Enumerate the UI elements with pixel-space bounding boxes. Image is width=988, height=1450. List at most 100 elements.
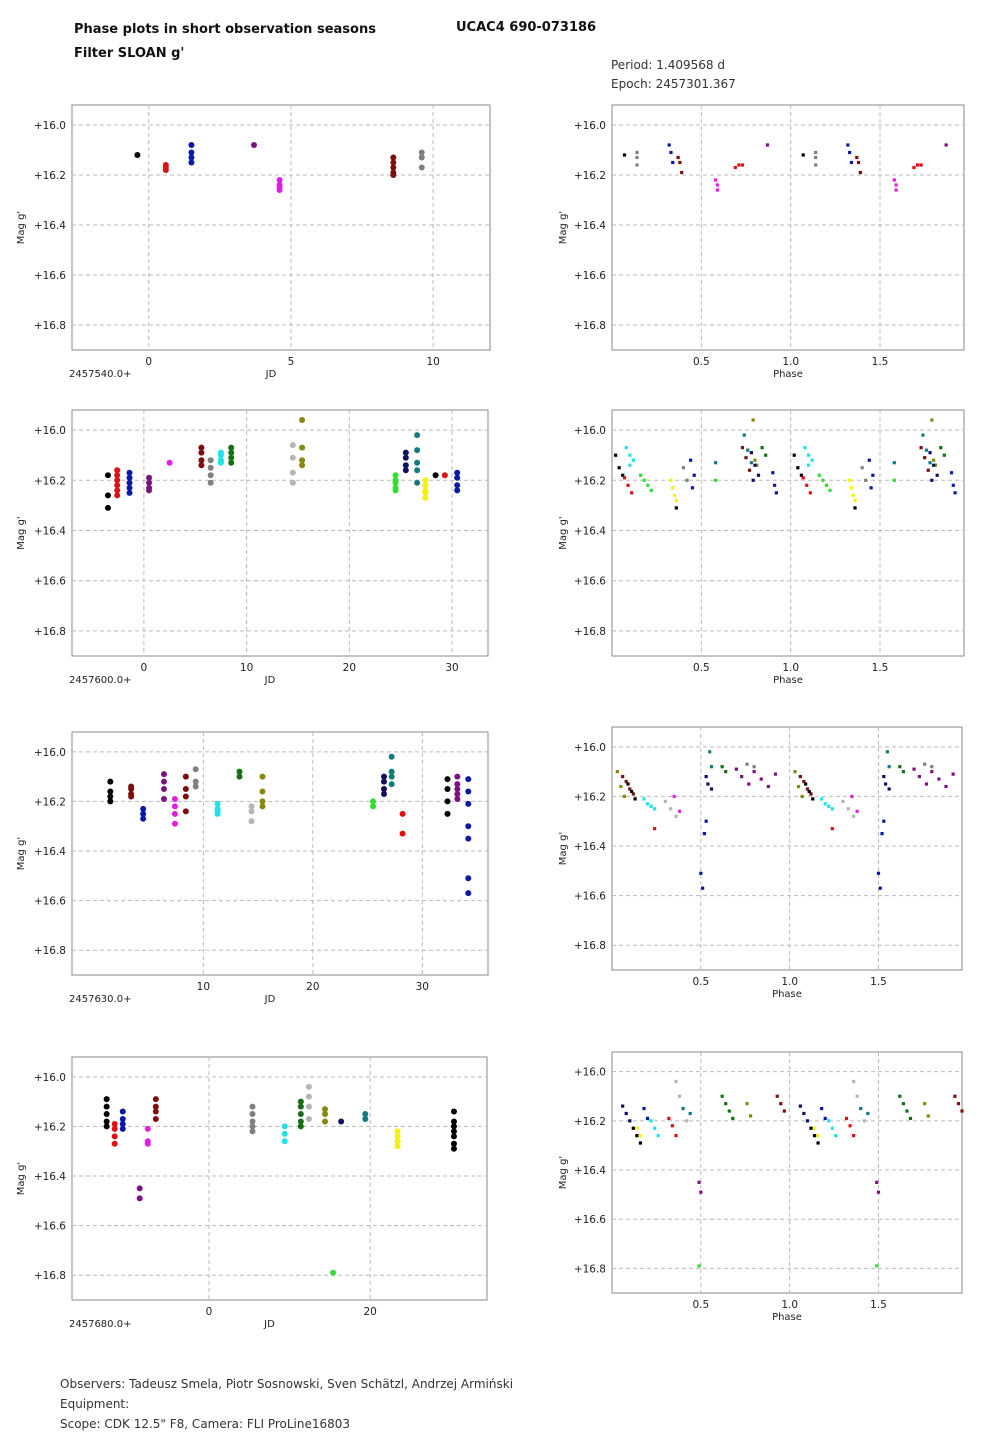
- y-tick-label: +16.4: [34, 525, 66, 537]
- data-point: [846, 143, 850, 147]
- data-point: [653, 827, 657, 831]
- data-point: [933, 463, 938, 467]
- y-axis-label: Mag g': [16, 516, 27, 549]
- data-point: [733, 165, 737, 170]
- data-point: [699, 871, 703, 875]
- data-point: [281, 1123, 288, 1130]
- data-point: [804, 782, 808, 786]
- data-point: [126, 489, 133, 496]
- data-point: [111, 1120, 118, 1127]
- data-point: [192, 766, 199, 773]
- data-point: [749, 451, 753, 455]
- data-point: [299, 444, 306, 451]
- data-point: [677, 1094, 682, 1098]
- x-tick-label: 20: [306, 981, 319, 993]
- data-point: [672, 493, 677, 497]
- data-point: [128, 786, 135, 793]
- x-tick-label: 1.5: [870, 976, 887, 988]
- data-point: [714, 478, 718, 482]
- chart-panel-3: +16.0 +16.2 +16.4 +16.6 +16.8 0 10 20 30 Mag g' JD…: [16, 409, 489, 686]
- data-point: [631, 1126, 635, 1130]
- x-axis-label: Phase: [773, 675, 803, 686]
- data-point: [198, 449, 205, 456]
- data-point: [771, 471, 775, 475]
- plot-frame: [71, 731, 489, 976]
- data-point: [631, 458, 636, 462]
- data-point: [793, 770, 797, 774]
- data-point: [281, 1138, 288, 1145]
- data-point: [817, 473, 821, 477]
- data-point: [635, 150, 639, 155]
- data-point: [663, 799, 667, 803]
- chart-panel-7: +16.0 +16.2 +16.4 +16.6 +16.8 0 20 Mag g' JD 2457…: [16, 1056, 488, 1330]
- data-point: [392, 472, 399, 479]
- data-point: [830, 807, 834, 811]
- data-point: [681, 1106, 685, 1111]
- data-point: [853, 506, 857, 510]
- data-point: [851, 493, 855, 497]
- data-point: [635, 155, 639, 160]
- data-point: [454, 795, 461, 802]
- data-point: [465, 788, 472, 795]
- data-point: [765, 143, 770, 147]
- data-point: [875, 1264, 879, 1268]
- data-point: [114, 487, 121, 494]
- data-point: [677, 809, 682, 813]
- data-point: [859, 1106, 863, 1111]
- data-point: [249, 1123, 256, 1130]
- data-point: [690, 486, 695, 490]
- data-point: [646, 483, 650, 487]
- x-tick-label: 1.5: [872, 662, 889, 674]
- data-point: [670, 1124, 675, 1128]
- data-point: [418, 164, 425, 171]
- y-tick-label: +16.0: [34, 747, 66, 759]
- data-point: [928, 461, 932, 465]
- data-point: [414, 467, 421, 474]
- data-point: [259, 803, 266, 810]
- data-point: [188, 142, 195, 148]
- data-point: [289, 479, 296, 486]
- data-point: [188, 159, 195, 166]
- data-point: [249, 1128, 256, 1135]
- data-point: [297, 1098, 304, 1105]
- data-point: [107, 788, 114, 795]
- data-point: [714, 461, 718, 465]
- data-point: [892, 478, 896, 482]
- data-point: [126, 484, 133, 491]
- data-point: [674, 814, 678, 818]
- data-point: [674, 498, 678, 502]
- data-point: [633, 797, 637, 801]
- data-point: [390, 154, 397, 161]
- data-point: [740, 774, 744, 779]
- data-point: [688, 1111, 692, 1116]
- data-point: [930, 418, 934, 422]
- data-point: [802, 779, 806, 784]
- data-point: [752, 770, 756, 774]
- data-point: [810, 458, 814, 462]
- data-point: [322, 1106, 329, 1113]
- data-point: [760, 446, 764, 450]
- data-point: [775, 1094, 779, 1098]
- data-point: [394, 1143, 401, 1150]
- data-point: [299, 462, 306, 469]
- data-point: [381, 778, 387, 785]
- data-point: [140, 810, 147, 817]
- epoch-label: Epoch: 2457301.367: [611, 77, 736, 91]
- data-point: [882, 774, 886, 779]
- equipment-line: Equipment:: [60, 1397, 130, 1411]
- y-axis-label: Mag g': [16, 837, 27, 870]
- data-point: [809, 792, 813, 796]
- x-tick-label: 5: [288, 356, 295, 368]
- data-point: [921, 433, 925, 437]
- y-tick-label: +16.6: [574, 891, 606, 903]
- data-point: [856, 160, 861, 165]
- data-point: [635, 1126, 639, 1130]
- data-point: [917, 774, 921, 779]
- data-point: [628, 787, 632, 791]
- data-point: [680, 170, 684, 175]
- data-point: [821, 478, 825, 482]
- data-point: [745, 762, 749, 766]
- data-point: [656, 1134, 660, 1138]
- data-point: [685, 478, 689, 482]
- data-point: [217, 459, 224, 466]
